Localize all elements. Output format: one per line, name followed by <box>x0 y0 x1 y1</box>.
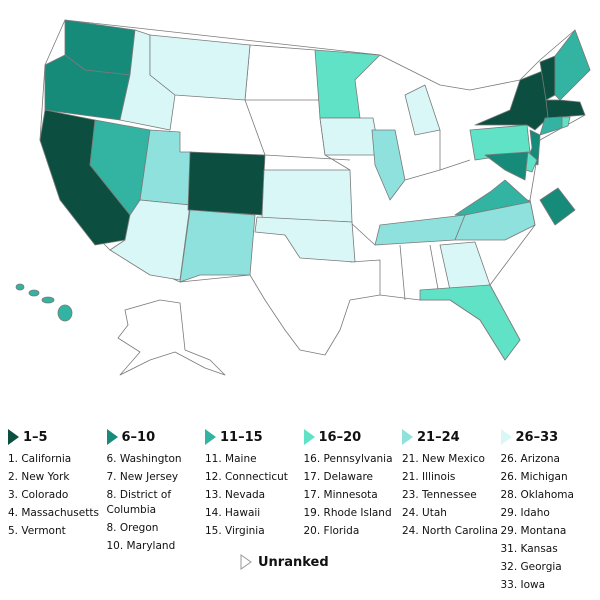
delaware <box>525 151 538 173</box>
legend-item: 1. California <box>8 453 72 465</box>
legend-item: 16. Pennsylvania <box>303 453 393 465</box>
oklahoma <box>254 216 356 263</box>
hawaii-island <box>15 283 25 291</box>
legend-swatch <box>500 429 512 445</box>
legend-header: 16–20 <box>303 428 402 446</box>
map <box>15 19 591 376</box>
legend-item: 5. Vermont <box>8 525 66 537</box>
legend-item: 8. District of Columbia <box>106 489 172 516</box>
legend-item: 33. Iowa <box>500 579 546 591</box>
legend-header: 26–33 <box>500 428 599 446</box>
legend-item: 6. Washington <box>106 453 182 465</box>
legend-swatch <box>205 429 216 445</box>
hawaii-island <box>57 304 73 322</box>
montana <box>149 34 251 101</box>
hawaii-island <box>41 296 55 304</box>
virginia <box>454 179 531 216</box>
legend-item: 17. Delaware <box>303 471 374 483</box>
legend-item: 26. Arizona <box>500 453 560 465</box>
legend-swatch <box>303 429 315 445</box>
legend-item: 10. Maryland <box>106 540 176 552</box>
legend-item: 19. Rhode Island <box>303 507 392 519</box>
alaska <box>117 299 226 376</box>
legend-item: 29. Idaho <box>500 507 550 519</box>
legend-swatch <box>106 429 118 445</box>
rhode-island <box>561 116 571 129</box>
legend-item: 14. Hawaii <box>205 507 261 519</box>
legend-item: 31. Kansas <box>500 543 558 555</box>
legend-column: 6–10 6. Washington 7. New Jersey 8. Distric… <box>106 428 205 596</box>
legend-label: 1–5 <box>23 429 48 445</box>
legend-column: 26–33 26. Arizona 26. Michigan 28. Oklahoma… <box>500 428 599 596</box>
hawaii <box>15 283 73 322</box>
minnesota <box>314 49 381 119</box>
legend-item: 29. Montana <box>500 525 567 537</box>
legend-item: 23. Tennessee <box>402 489 477 501</box>
legend-item: 2. New York <box>8 471 70 483</box>
legend-item: 7. New Jersey <box>106 471 179 483</box>
legend-column: 16–20 16. Pennsylvania 17. Delaware 17. Min… <box>303 428 402 596</box>
legend-item: 11. Maine <box>205 453 257 465</box>
legend-item: 8. Oregon <box>106 522 159 534</box>
maine <box>554 29 591 101</box>
legend-header: 21–24 <box>402 428 500 446</box>
legend-item: 21. New Mexico <box>402 453 485 465</box>
legend-item: 24. North Carolina <box>402 525 498 537</box>
hawaii-island <box>28 289 40 297</box>
legend-column: 21–24 21. New Mexico 21. Illinois 23. Tenne… <box>402 428 500 596</box>
legend-item: 24. Utah <box>402 507 447 519</box>
legend-item: 15. Virginia <box>205 525 265 537</box>
legend-label: 6–10 <box>121 429 156 445</box>
legend-label: 11–15 <box>220 429 263 445</box>
unranked-swatch <box>240 554 252 570</box>
legend-header: 6–10 <box>106 428 205 446</box>
kansas <box>261 169 353 223</box>
florida <box>419 284 521 361</box>
massachusetts <box>545 99 586 119</box>
legend-label: 16–20 <box>318 429 362 445</box>
new-mexico <box>179 209 256 283</box>
colorado <box>187 151 266 216</box>
arizona <box>109 199 191 281</box>
district-of-columbia <box>539 187 576 226</box>
legend-item: 26. Michigan <box>500 471 568 483</box>
legend-item: 17. Minnesota <box>303 489 378 501</box>
legend-item: 20. Florida <box>303 525 360 537</box>
legend: 1–5 1. California 2. New York 3. Colorado 4.… <box>8 428 598 596</box>
legend-column: 1–5 1. California 2. New York 3. Colorado 4.… <box>8 428 106 596</box>
michigan <box>404 84 441 136</box>
legend-swatch <box>8 429 19 445</box>
unranked-legend: Unranked <box>240 554 329 570</box>
legend-label: 21–24 <box>417 429 460 445</box>
legend-item: 4. Massachusetts <box>8 507 99 519</box>
illinois <box>371 129 406 201</box>
legend-header: 11–15 <box>205 428 303 446</box>
iowa <box>319 117 381 156</box>
legend-item: 13. Nevada <box>205 489 266 501</box>
legend-column: 11–15 11. Maine 12. Connecticut 13. Nevada 1… <box>205 428 303 596</box>
legend-label: 26–33 <box>515 429 559 445</box>
legend-header: 1–5 <box>8 428 106 446</box>
legend-item: 21. Illinois <box>402 471 456 483</box>
legend-item: 32. Georgia <box>500 561 562 573</box>
legend-item: 12. Connecticut <box>205 471 288 483</box>
legend-swatch <box>402 429 413 445</box>
legend-item: 3. Colorado <box>8 489 69 501</box>
unranked-label: Unranked <box>258 554 329 570</box>
legend-item: 28. Oklahoma <box>500 489 574 501</box>
maryland <box>484 151 529 181</box>
